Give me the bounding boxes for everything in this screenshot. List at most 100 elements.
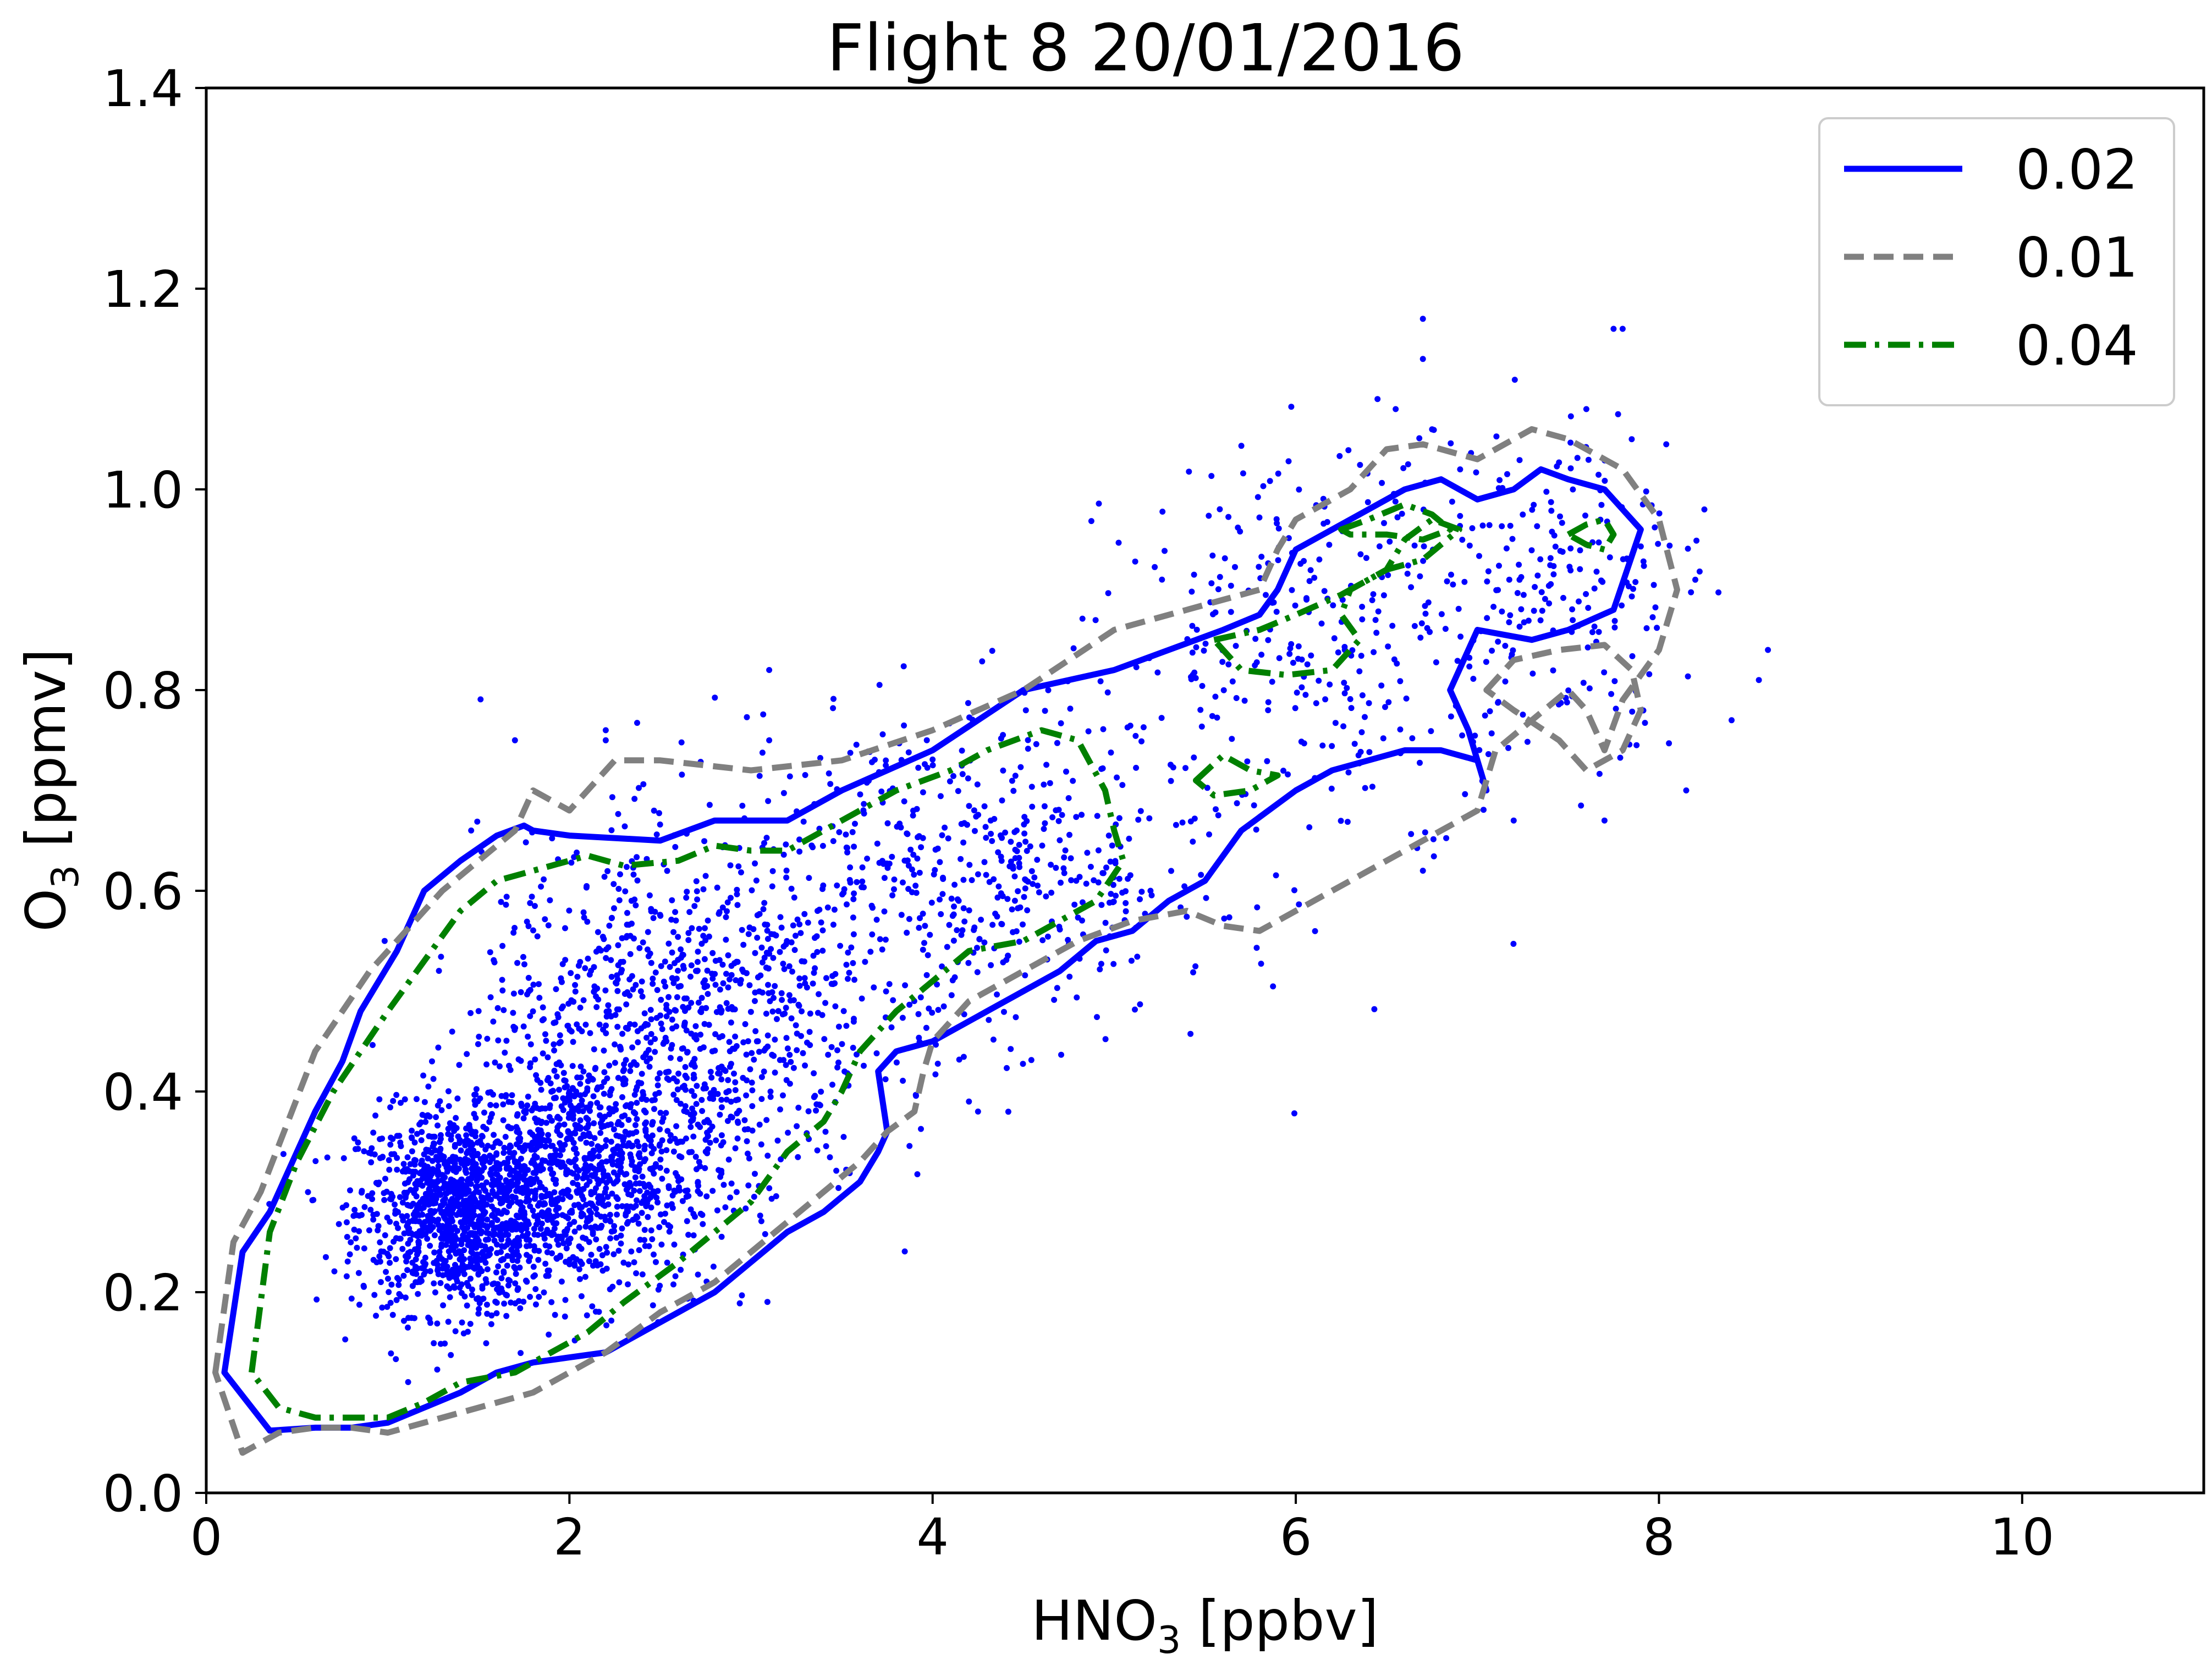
scatter-point <box>470 1192 476 1198</box>
scatter-point <box>625 1261 632 1267</box>
scatter-point <box>626 993 633 999</box>
scatter-point <box>1542 596 1548 602</box>
scatter-point <box>534 933 541 940</box>
y-axis-label: O3 [ppmv] <box>14 648 87 931</box>
scatter-point <box>786 773 793 780</box>
scatter-point <box>547 897 553 903</box>
scatter-point <box>600 1171 607 1177</box>
scatter-point <box>805 1108 812 1115</box>
scatter-point <box>667 1223 674 1230</box>
scatter-point <box>483 1237 489 1243</box>
scatter-point <box>1008 839 1014 845</box>
scatter-point <box>1068 877 1075 884</box>
scatter-point <box>388 1151 395 1157</box>
scatter-point <box>1502 643 1509 649</box>
scatter-point <box>1422 829 1428 836</box>
scatter-point <box>476 1033 482 1040</box>
scatter-point <box>654 1199 661 1206</box>
scatter-point <box>430 1224 436 1231</box>
scatter-point <box>1520 511 1526 518</box>
scatter-point <box>1087 863 1094 870</box>
scatter-point <box>591 1120 597 1127</box>
scatter-point <box>646 1047 652 1053</box>
scatter-point <box>1729 717 1735 724</box>
scatter-point <box>476 1306 482 1312</box>
scatter-point <box>449 1028 455 1035</box>
scatter-point <box>827 781 834 787</box>
scatter-point <box>611 905 617 912</box>
scatter-point <box>843 831 849 838</box>
scatter-point <box>694 888 700 895</box>
scatter-point <box>631 935 637 942</box>
scatter-point <box>1322 696 1329 703</box>
scatter-point <box>695 1179 701 1186</box>
scatter-point <box>580 1196 587 1203</box>
scatter-point <box>956 1056 962 1063</box>
scatter-point <box>504 1262 510 1269</box>
scatter-point <box>562 1297 569 1303</box>
scatter-point <box>788 939 795 946</box>
scatter-point <box>1655 541 1661 547</box>
scatter-point <box>658 963 664 969</box>
scatter-point <box>837 942 844 949</box>
scatter-point <box>480 1123 487 1130</box>
scatter-point <box>634 1028 641 1034</box>
scatter-point <box>796 1002 802 1009</box>
scatter-point <box>1059 812 1065 818</box>
scatter-point <box>965 775 971 782</box>
scatter-point <box>847 864 854 870</box>
scatter-point <box>1079 917 1085 924</box>
scatter-point <box>646 892 653 898</box>
scatter-point <box>758 1096 765 1102</box>
y-tick-label: 1.2 <box>103 260 183 319</box>
scatter-point <box>705 917 711 924</box>
y-tick-label: 0.4 <box>103 1063 183 1122</box>
scatter-point <box>989 838 995 844</box>
scatter-point <box>633 1087 640 1093</box>
scatter-point <box>488 1246 494 1252</box>
scatter-point <box>732 1033 739 1040</box>
scatter-point <box>1683 787 1690 793</box>
scatter-point <box>916 924 922 931</box>
scatter-point <box>836 829 843 835</box>
scatter-point <box>1058 720 1064 726</box>
scatter-point <box>529 894 535 900</box>
scatter-point <box>493 1310 500 1316</box>
scatter-point <box>740 1039 747 1046</box>
scatter-point <box>650 1119 656 1126</box>
scatter-point <box>574 1175 580 1181</box>
scatter-point <box>810 980 816 987</box>
scatter-point <box>1457 633 1464 640</box>
scatter-point <box>723 971 729 977</box>
scatter-point <box>1393 406 1399 412</box>
scatter-point <box>1518 574 1525 580</box>
scatter-point <box>802 980 808 986</box>
scatter-point <box>694 896 701 903</box>
scatter-point <box>634 720 640 726</box>
scatter-point <box>643 1034 650 1041</box>
scatter-point <box>916 833 922 840</box>
scatter-point <box>401 1096 408 1102</box>
scatter-point <box>618 1240 624 1247</box>
scatter-point <box>796 836 802 843</box>
scatter-point <box>643 1058 650 1065</box>
scatter-point <box>783 1077 790 1083</box>
scatter-point <box>438 1156 444 1162</box>
scatter-point <box>551 1225 558 1232</box>
scatter-point <box>1108 891 1114 897</box>
scatter-point <box>493 1299 500 1306</box>
scatter-point <box>469 1286 475 1293</box>
scatter-point <box>1043 762 1050 768</box>
scatter-point <box>761 1068 767 1075</box>
scatter-point <box>695 1121 701 1128</box>
scatter-point <box>655 1286 662 1293</box>
scatter-point <box>653 1194 660 1201</box>
scatter-point <box>664 1202 670 1209</box>
scatter-point <box>578 1293 585 1299</box>
scatter-point <box>1021 894 1027 900</box>
scatter-point <box>1443 835 1450 841</box>
scatter-point <box>536 1200 543 1206</box>
scatter-point <box>911 872 917 878</box>
scatter-point <box>623 1057 629 1063</box>
scatter-point <box>377 1239 383 1245</box>
